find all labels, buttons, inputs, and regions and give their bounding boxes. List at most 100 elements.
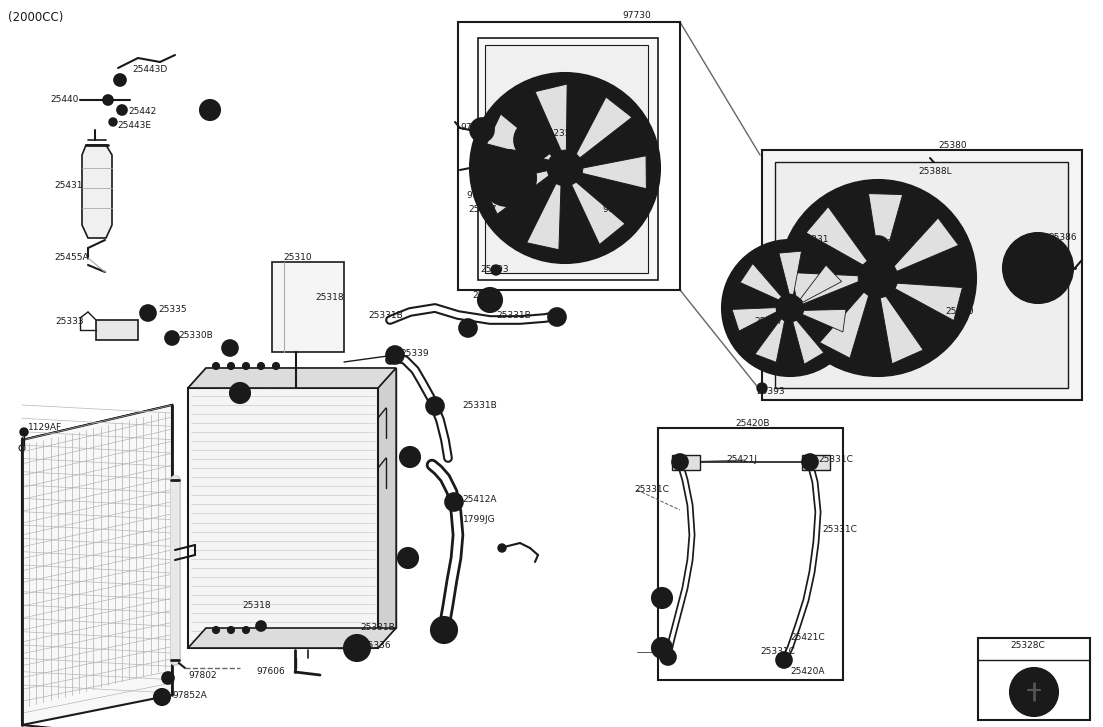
Text: 25333: 25333 — [55, 318, 84, 326]
Circle shape — [652, 638, 672, 658]
Polygon shape — [820, 292, 869, 358]
Text: 25331C: 25331C — [822, 526, 857, 534]
Polygon shape — [485, 45, 647, 273]
Circle shape — [1026, 256, 1050, 280]
Polygon shape — [779, 251, 802, 294]
Text: B: B — [658, 593, 665, 603]
Circle shape — [869, 269, 887, 287]
Bar — [458, 22, 681, 290]
Polygon shape — [754, 318, 784, 362]
Polygon shape — [732, 308, 777, 331]
Polygon shape — [868, 193, 902, 259]
Text: 97802: 97802 — [188, 670, 216, 680]
Polygon shape — [483, 171, 549, 214]
Circle shape — [426, 397, 445, 415]
Circle shape — [256, 621, 266, 631]
Circle shape — [400, 447, 420, 467]
Circle shape — [557, 160, 572, 176]
Circle shape — [524, 130, 544, 150]
Bar — [272, 262, 344, 352]
Circle shape — [491, 265, 501, 275]
Text: 25335: 25335 — [158, 305, 186, 315]
Circle shape — [1016, 246, 1060, 290]
Text: 25331B: 25331B — [360, 624, 395, 632]
Polygon shape — [895, 284, 963, 321]
Circle shape — [497, 544, 506, 552]
Circle shape — [222, 340, 238, 356]
Text: 25411: 25411 — [472, 292, 501, 300]
Circle shape — [783, 301, 797, 315]
Polygon shape — [535, 84, 567, 150]
Circle shape — [243, 627, 249, 633]
Circle shape — [398, 548, 418, 568]
Polygon shape — [803, 310, 846, 332]
Circle shape — [478, 288, 502, 312]
Polygon shape — [775, 162, 1068, 388]
Text: 25331B: 25331B — [496, 310, 531, 319]
Circle shape — [497, 168, 518, 188]
Polygon shape — [22, 405, 172, 725]
Circle shape — [154, 689, 170, 705]
Circle shape — [660, 649, 676, 665]
Polygon shape — [82, 145, 113, 238]
Text: 25443D: 25443D — [132, 65, 168, 74]
Polygon shape — [96, 320, 138, 340]
Text: 25336: 25336 — [362, 640, 390, 649]
Text: 25331C: 25331C — [760, 648, 795, 656]
Circle shape — [109, 118, 117, 126]
Text: 25443E: 25443E — [117, 121, 151, 129]
Polygon shape — [188, 368, 206, 648]
Polygon shape — [378, 368, 396, 648]
Circle shape — [140, 305, 156, 321]
Polygon shape — [486, 114, 552, 160]
Circle shape — [514, 120, 554, 160]
Circle shape — [117, 105, 127, 115]
Circle shape — [200, 100, 219, 120]
Text: 25421C: 25421C — [790, 633, 825, 643]
Polygon shape — [802, 455, 829, 470]
Bar — [978, 638, 1090, 720]
Circle shape — [445, 493, 463, 511]
Circle shape — [20, 428, 28, 436]
Circle shape — [227, 363, 235, 369]
Circle shape — [272, 363, 279, 369]
Text: 25331B: 25331B — [462, 401, 496, 409]
Text: 97735: 97735 — [602, 206, 631, 214]
Text: 25421J: 25421J — [726, 456, 757, 465]
Circle shape — [548, 308, 566, 326]
Polygon shape — [22, 405, 172, 720]
Circle shape — [257, 363, 265, 369]
Circle shape — [777, 295, 803, 321]
Text: 25393: 25393 — [756, 387, 784, 396]
Text: 25339: 25339 — [400, 350, 429, 358]
Text: 25442: 25442 — [128, 108, 157, 116]
Polygon shape — [526, 184, 561, 250]
Circle shape — [470, 118, 494, 142]
Circle shape — [431, 617, 457, 643]
Circle shape — [1018, 676, 1050, 708]
Text: 25231: 25231 — [800, 236, 828, 244]
Text: (2000CC): (2000CC) — [8, 12, 63, 25]
Text: 25393: 25393 — [480, 265, 508, 275]
Circle shape — [780, 180, 976, 376]
Text: 25431: 25431 — [54, 180, 83, 190]
Circle shape — [243, 363, 249, 369]
Circle shape — [213, 363, 219, 369]
Polygon shape — [576, 97, 632, 158]
Polygon shape — [188, 388, 378, 648]
Circle shape — [470, 73, 660, 263]
Circle shape — [162, 672, 174, 684]
Polygon shape — [571, 182, 625, 244]
Circle shape — [860, 260, 896, 296]
Circle shape — [103, 95, 113, 105]
Text: 25350: 25350 — [945, 308, 974, 316]
Text: A: A — [207, 105, 213, 114]
Text: B: B — [407, 452, 413, 462]
Text: 25235D: 25235D — [542, 129, 577, 139]
Text: 25386: 25386 — [1048, 233, 1077, 243]
Polygon shape — [793, 321, 824, 364]
Text: 25395: 25395 — [886, 239, 914, 249]
Text: 25455A: 25455A — [54, 252, 88, 262]
Text: 25331C: 25331C — [818, 456, 853, 465]
Text: 25380: 25380 — [938, 140, 966, 150]
